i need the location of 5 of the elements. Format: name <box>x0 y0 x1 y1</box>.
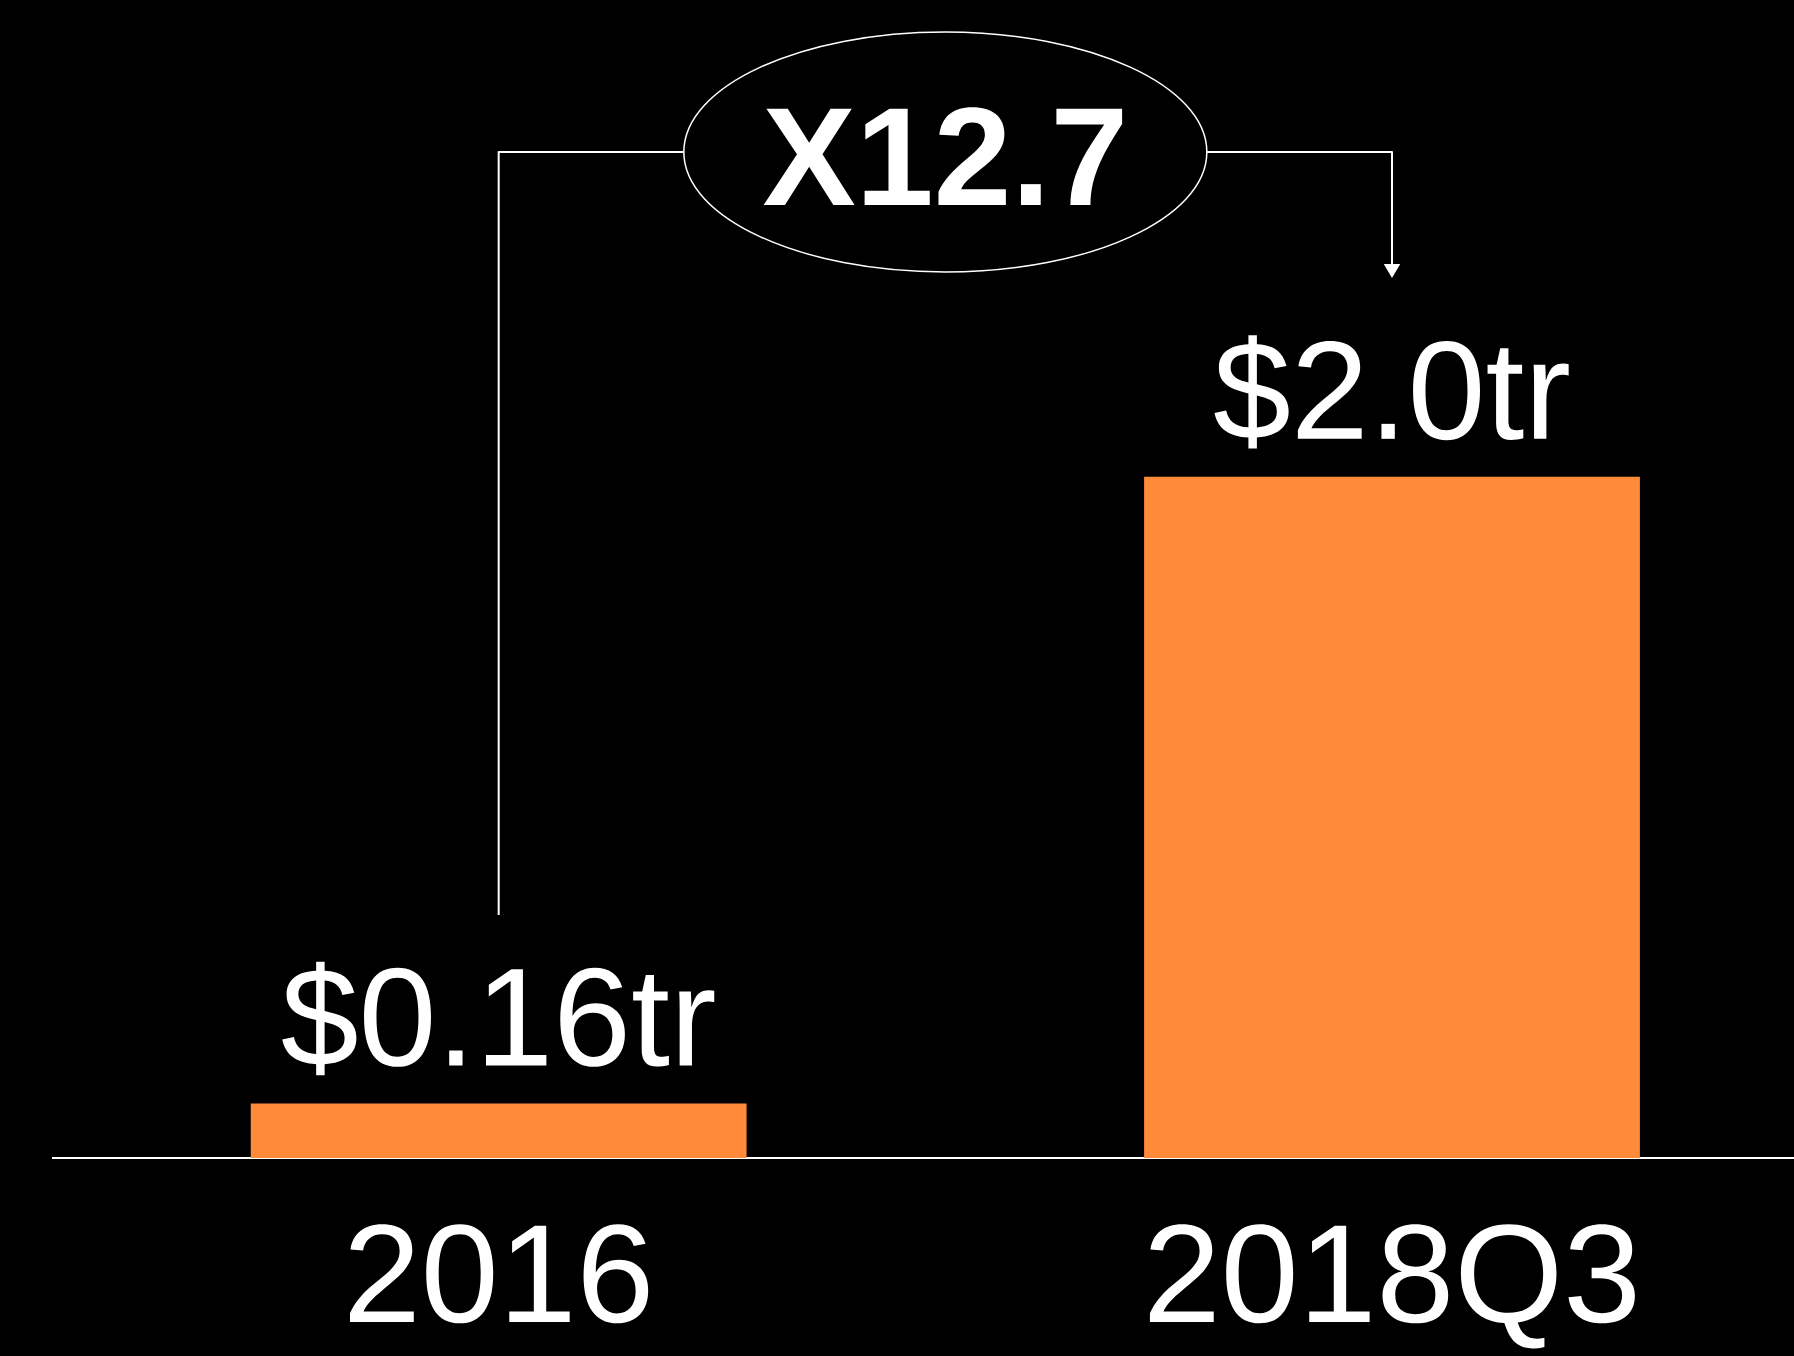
data-label: $2.0tr <box>1214 335 1569 449</box>
annotation: X12.7 <box>763 107 1123 205</box>
x-tick-label: 2016 <box>349 1224 649 1324</box>
x-tick-label: 2018Q3 <box>1149 1224 1635 1349</box>
data-label: $0.16tr <box>282 961 715 1076</box>
